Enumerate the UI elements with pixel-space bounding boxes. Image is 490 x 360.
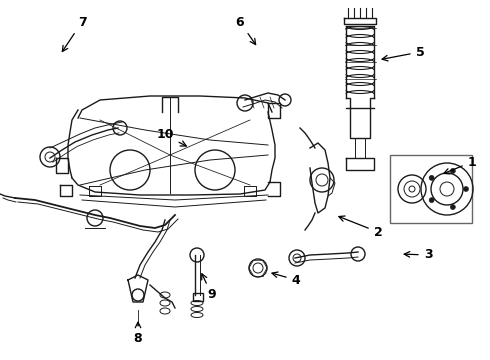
Text: 4: 4 xyxy=(272,272,300,287)
Text: 5: 5 xyxy=(382,45,424,61)
Circle shape xyxy=(450,204,455,210)
Text: 1: 1 xyxy=(444,156,476,174)
Circle shape xyxy=(429,198,434,203)
Text: 2: 2 xyxy=(339,216,382,238)
Circle shape xyxy=(464,186,468,192)
Text: 10: 10 xyxy=(156,129,186,146)
Bar xyxy=(390,155,472,223)
Circle shape xyxy=(429,175,434,180)
Text: 9: 9 xyxy=(202,274,216,302)
Text: 7: 7 xyxy=(62,15,86,51)
Text: 8: 8 xyxy=(134,322,142,345)
Text: 6: 6 xyxy=(236,15,256,45)
Text: 3: 3 xyxy=(404,248,432,261)
Bar xyxy=(193,293,203,301)
Circle shape xyxy=(450,168,455,174)
